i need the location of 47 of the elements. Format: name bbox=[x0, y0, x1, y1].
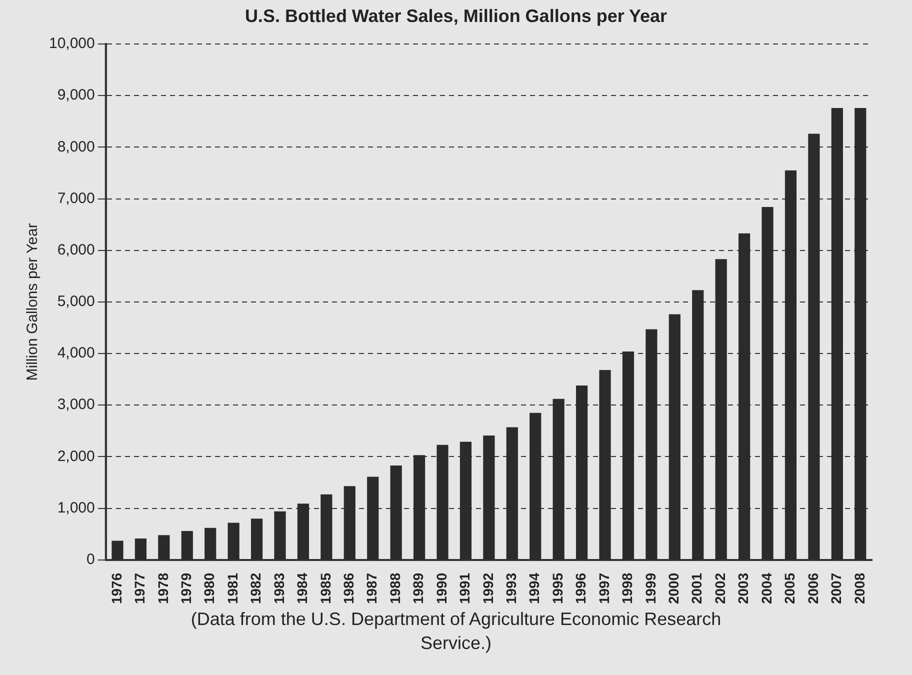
x-tick-label: 2007 bbox=[828, 572, 844, 604]
y-tick-label: 1,000 bbox=[57, 499, 95, 516]
x-tick-label: 1993 bbox=[503, 572, 520, 604]
x-tick-label: 1994 bbox=[526, 572, 542, 604]
y-axis-title: Million Gallons per Year bbox=[24, 223, 42, 381]
y-tick-label: 10,000 bbox=[48, 35, 95, 52]
x-tick-label: 1985 bbox=[317, 572, 334, 604]
x-tick-label: 1986 bbox=[340, 572, 357, 604]
x-tick-label: 2006 bbox=[804, 572, 821, 604]
x-tick-label: 1979 bbox=[178, 572, 194, 604]
x-tick-label: 1992 bbox=[480, 572, 496, 604]
x-tick-label: 1980 bbox=[201, 572, 218, 604]
x-tick-label: 1988 bbox=[386, 572, 403, 604]
x-tick-label: 2004 bbox=[758, 572, 774, 604]
y-tick-label: 4,000 bbox=[57, 344, 95, 362]
x-tick-label: 2002 bbox=[712, 572, 728, 604]
x-tick-label: 2000 bbox=[666, 572, 682, 604]
chart-title: U.S. Bottled Water Sales, Million Gallons per Year bbox=[244, 6, 668, 28]
y-tick-label: 9,000 bbox=[57, 86, 95, 104]
y-tick-label: 7,000 bbox=[57, 190, 95, 207]
x-tick-label: 1982 bbox=[248, 572, 264, 604]
y-tick-label: 2,000 bbox=[57, 448, 95, 465]
x-tick-label: 1987 bbox=[364, 572, 380, 604]
x-tick-label: 1990 bbox=[433, 572, 450, 604]
y-tick-label: 6,000 bbox=[57, 241, 95, 258]
x-tick-label: 2003 bbox=[735, 572, 752, 604]
x-tick-label: 1981 bbox=[224, 572, 240, 604]
y-tick-label: 0 bbox=[86, 550, 95, 568]
x-tick-label: 1997 bbox=[596, 572, 612, 604]
x-tick-label: 1999 bbox=[642, 572, 658, 604]
y-tick-label: 5,000 bbox=[57, 293, 95, 310]
x-tick-label: 1977 bbox=[132, 572, 148, 604]
x-tick-label: 1989 bbox=[410, 572, 426, 604]
x-tick-label: 1984 bbox=[294, 572, 310, 604]
x-tick-label: 1978 bbox=[154, 572, 171, 604]
x-tick-label: 1991 bbox=[456, 572, 473, 604]
x-tick-label: 1995 bbox=[549, 572, 566, 604]
x-tick-label: 1996 bbox=[572, 572, 589, 604]
text: (Data from the U.S. Department of Agriculture Economic Research Service.) bbox=[190, 608, 722, 655]
y-tick-label: 3,000 bbox=[57, 396, 95, 414]
x-tick-label: 1998 bbox=[619, 572, 636, 604]
x-tick-label: 2005 bbox=[782, 572, 798, 604]
x-tick-label: 2008 bbox=[851, 572, 868, 604]
x-tick-label: 1983 bbox=[270, 572, 287, 604]
y-tick-label: 8,000 bbox=[57, 138, 95, 156]
x-tick-label: 2001 bbox=[688, 572, 705, 604]
x-tick-label: 1976 bbox=[108, 572, 124, 604]
